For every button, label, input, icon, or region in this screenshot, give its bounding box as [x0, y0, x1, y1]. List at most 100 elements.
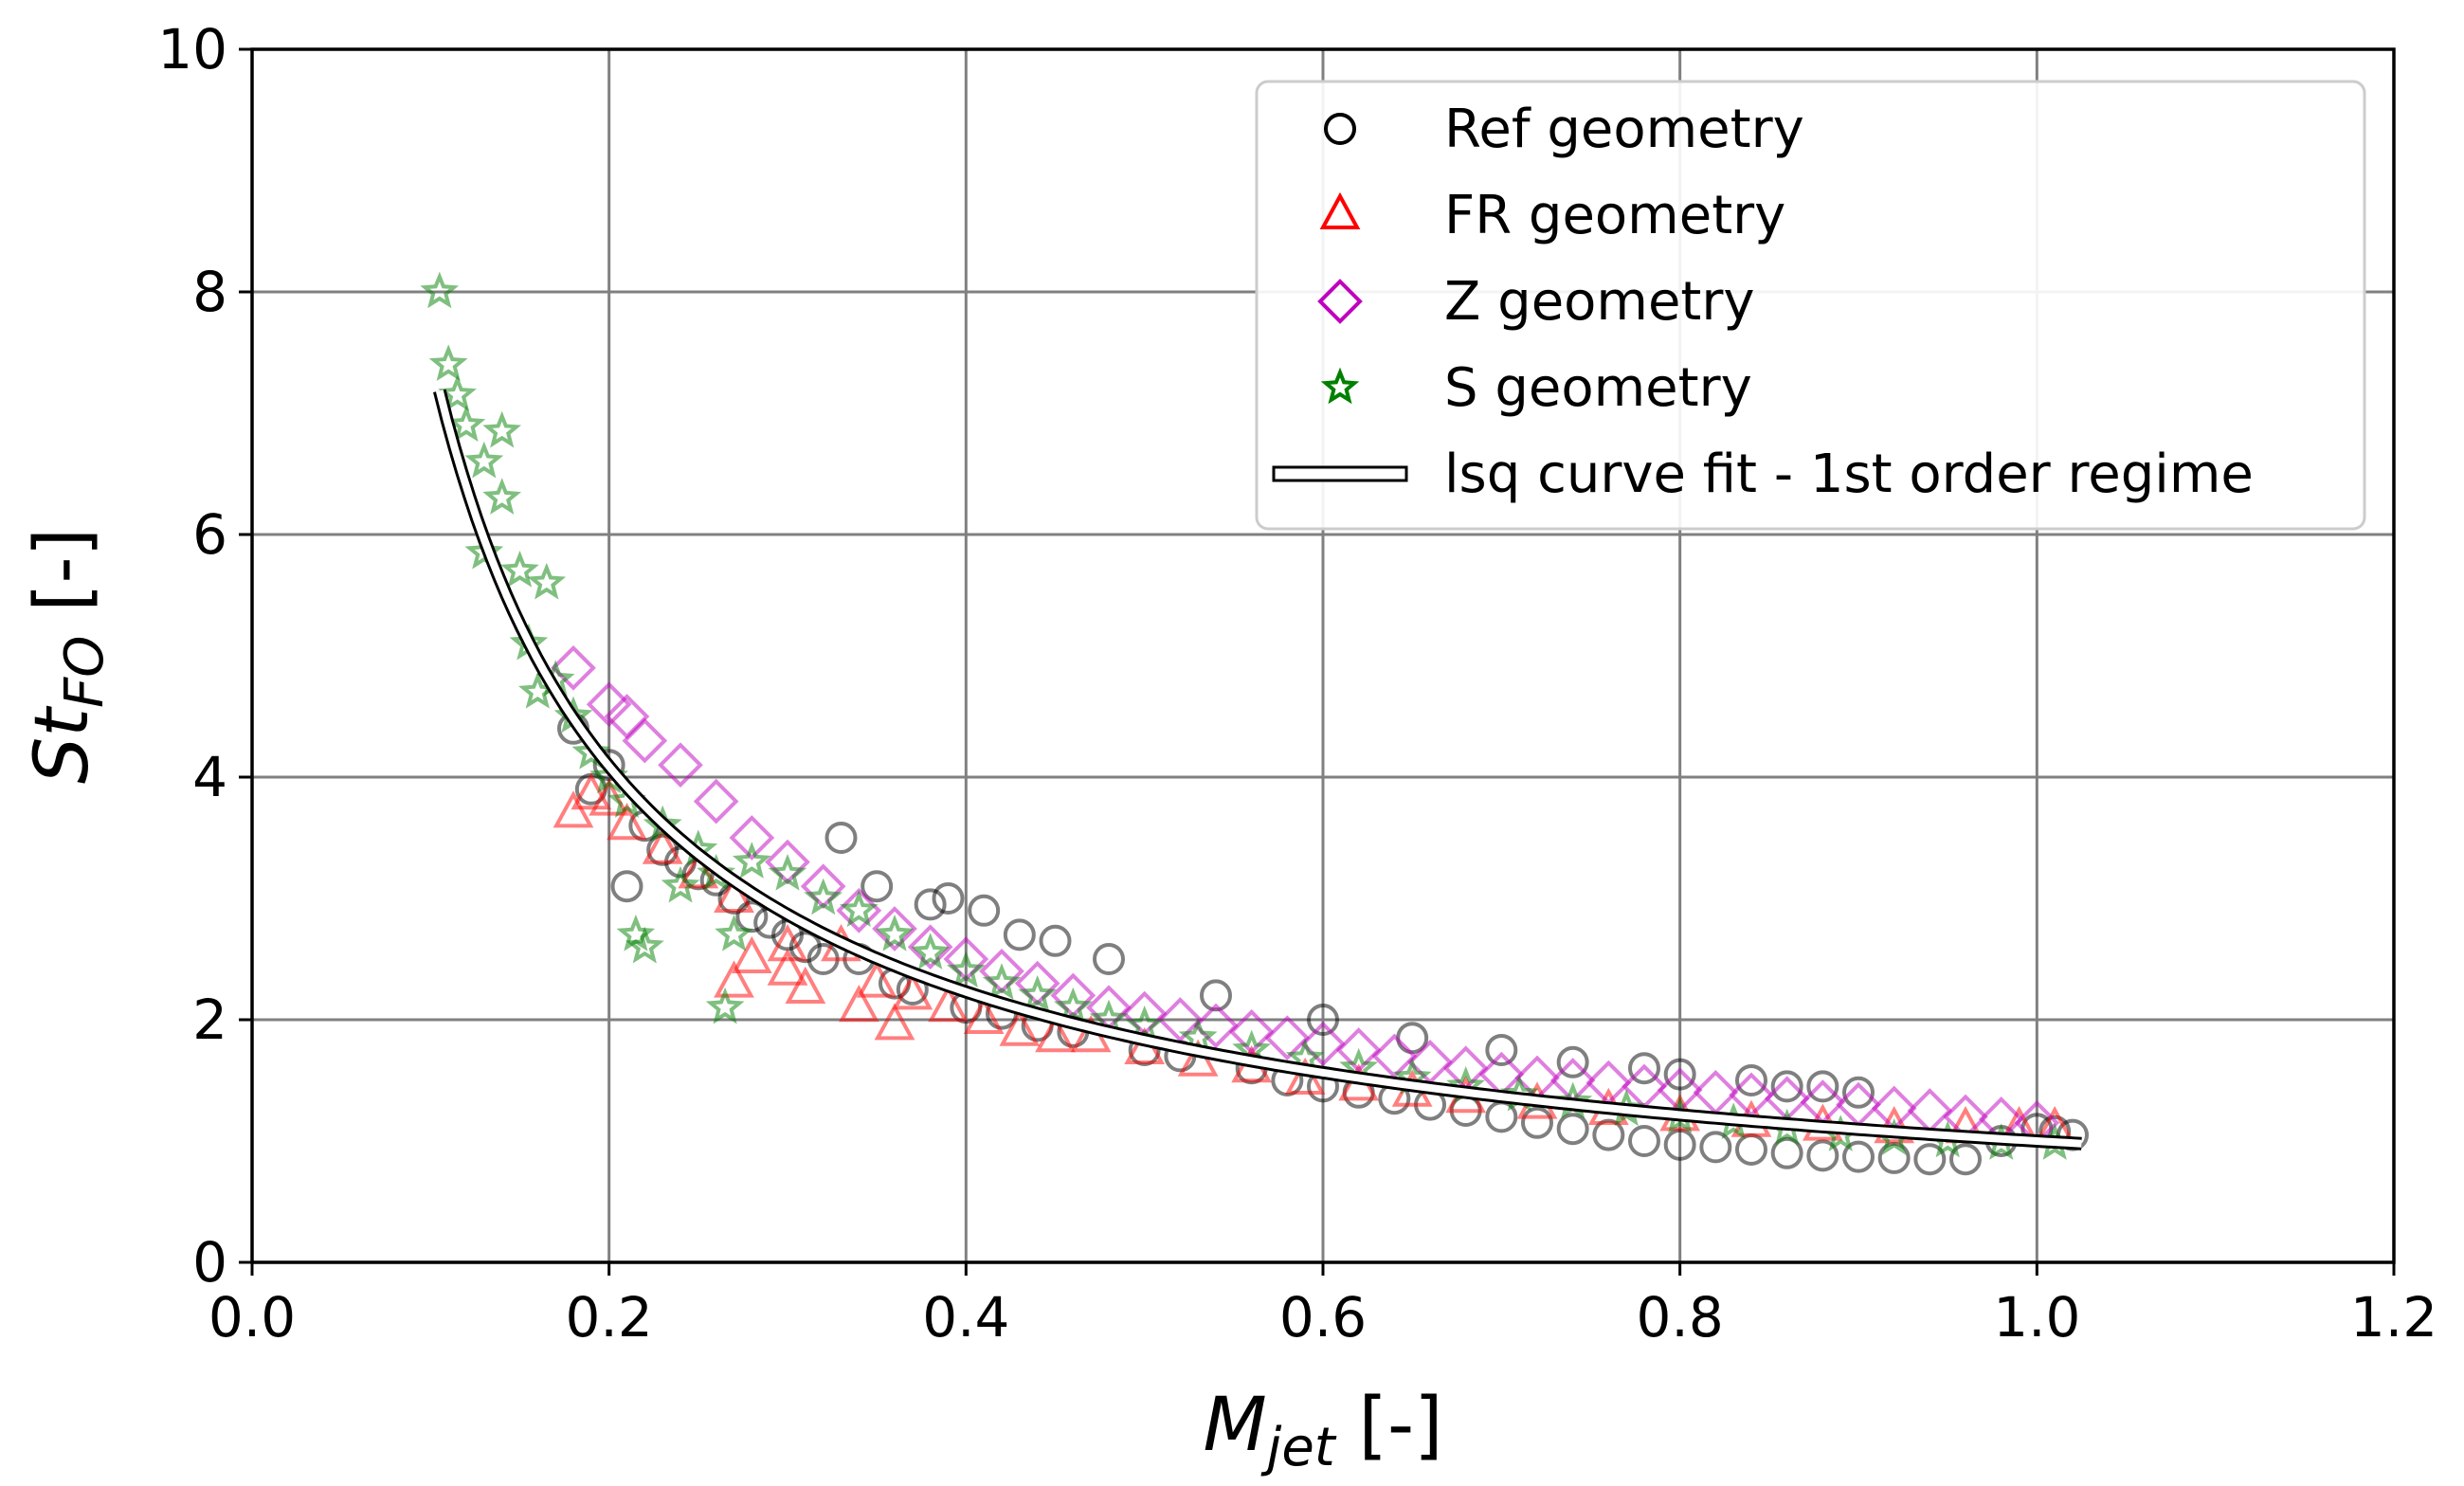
diamond-point [907, 924, 953, 970]
circle-point [1592, 1118, 1625, 1151]
circle-point [1913, 1143, 1947, 1176]
diamond-point [622, 717, 668, 764]
circle-point [1307, 1004, 1339, 1036]
diamond-point [1335, 1027, 1382, 1073]
diamond-point [1907, 1088, 1953, 1133]
triangle-point [928, 985, 969, 1023]
x-tick-label: 1.0 [1993, 1285, 2080, 1350]
fit-curve-line [435, 390, 2082, 1148]
star-point [500, 550, 539, 588]
legend-fit-line-marker [1272, 465, 1408, 482]
legend-triangle-swatch [1319, 191, 1361, 229]
legend-entry-z: Z geometry [1317, 271, 1755, 333]
x-tick-label: 1.2 [2350, 1285, 2437, 1350]
circle-point [1628, 1052, 1660, 1085]
legend-diamond-marker [1317, 279, 1363, 324]
triangle-point [571, 772, 612, 810]
circle-point [824, 822, 858, 854]
star-point [715, 914, 753, 951]
circle-point [1806, 1070, 1839, 1103]
legend-star-marker [1320, 367, 1360, 405]
circle-point [1770, 1136, 1803, 1169]
star-point [1125, 1005, 1165, 1042]
legend-star-swatch [1320, 367, 1360, 405]
star-point [804, 878, 843, 915]
circle-point [610, 870, 643, 903]
diamond-point [1193, 1003, 1239, 1049]
legend-entry-fr: FR geometry [1319, 185, 1785, 246]
star-point [946, 951, 986, 988]
diamond-point [1693, 1069, 1739, 1115]
triangle-point [767, 948, 808, 986]
triangle-point [785, 966, 826, 1004]
diamond-point [551, 644, 596, 691]
circle-point [1699, 1131, 1732, 1164]
triangle-point [874, 1003, 915, 1041]
y-tick-label: 4 [192, 745, 227, 809]
legend-label-ref: Ref geometry [1444, 99, 1804, 160]
y-tick-label: 6 [192, 502, 227, 567]
star-point [1053, 987, 1093, 1024]
triangle-point [963, 996, 1005, 1034]
star-point [482, 410, 522, 448]
legend: Ref geometry FR geometry Z geometry S ge… [1255, 80, 2366, 531]
diamond-point [1585, 1060, 1632, 1106]
star-point [446, 405, 486, 443]
circle-point [1556, 1045, 1589, 1078]
x-axis-label-sub: jet [1260, 1417, 1337, 1478]
legend-label-fr: FR geometry [1444, 185, 1785, 246]
x-axis-label-main: M [1203, 1383, 1266, 1468]
star-point [982, 963, 1022, 1000]
circle-point [1093, 943, 1125, 975]
circle-point [1770, 1070, 1803, 1103]
circle-point [1663, 1058, 1696, 1091]
axis-ticks: 0.0 0.2 0.4 0.6 0.8 1.0 1.2 0 2 4 6 8 10 [157, 17, 2437, 1350]
x-axis-label-suffix: [-] [1335, 1383, 1443, 1468]
legend-label-fit: lsq curve fit - 1st order regime [1444, 444, 2254, 505]
diamond-point [1300, 1021, 1346, 1067]
legend-entry-ref: Ref geometry [1324, 99, 1804, 160]
y-tick-label: 8 [192, 260, 227, 324]
star-point [438, 374, 477, 412]
circle-point [1735, 1133, 1767, 1166]
triangle-point [607, 803, 647, 841]
star-point [464, 441, 504, 479]
circle-point [914, 888, 947, 921]
legend-label-s: S geometry [1444, 357, 1752, 419]
star-point [911, 933, 951, 970]
star-point [464, 532, 504, 570]
star-point [428, 344, 468, 382]
triangle-point [1035, 1015, 1076, 1053]
x-tick-label: 0.4 [922, 1285, 1009, 1350]
x-tick-label: 0.8 [1637, 1285, 1724, 1350]
star-point [1018, 974, 1058, 1012]
diamond-point [1264, 1015, 1311, 1061]
legend-entry-fit: lsq curve fit - 1st order regime [1272, 444, 2254, 505]
triangle-point [714, 875, 754, 913]
diamond-point [693, 778, 739, 825]
legend-circle-marker [1324, 113, 1356, 145]
circle-point [1806, 1139, 1839, 1172]
circle-point [1521, 1106, 1553, 1139]
fit-curve-group [433, 389, 2082, 1151]
diamond-point [1228, 1008, 1275, 1055]
triangle-point [714, 960, 754, 998]
y-tick-label: 10 [157, 17, 227, 82]
circle-point [861, 870, 894, 903]
triangle-point [553, 790, 594, 828]
legend-fit-swatch [1272, 465, 1408, 482]
circle-point [1735, 1064, 1767, 1096]
diamond-point [1371, 1033, 1418, 1079]
circle-point [1949, 1143, 1982, 1176]
diamond-point [586, 681, 632, 728]
star-point [839, 890, 879, 928]
x-axis-label: Mjet [-] [1203, 1383, 1442, 1478]
star-point [705, 987, 745, 1024]
triangle-point [856, 960, 897, 998]
diamond-point [729, 815, 775, 861]
series-diamond [551, 644, 2060, 1146]
star-point [661, 865, 700, 903]
diamond-point [836, 887, 882, 933]
legend-circle-swatch [1324, 113, 1356, 145]
diamond-point [1407, 1039, 1453, 1085]
